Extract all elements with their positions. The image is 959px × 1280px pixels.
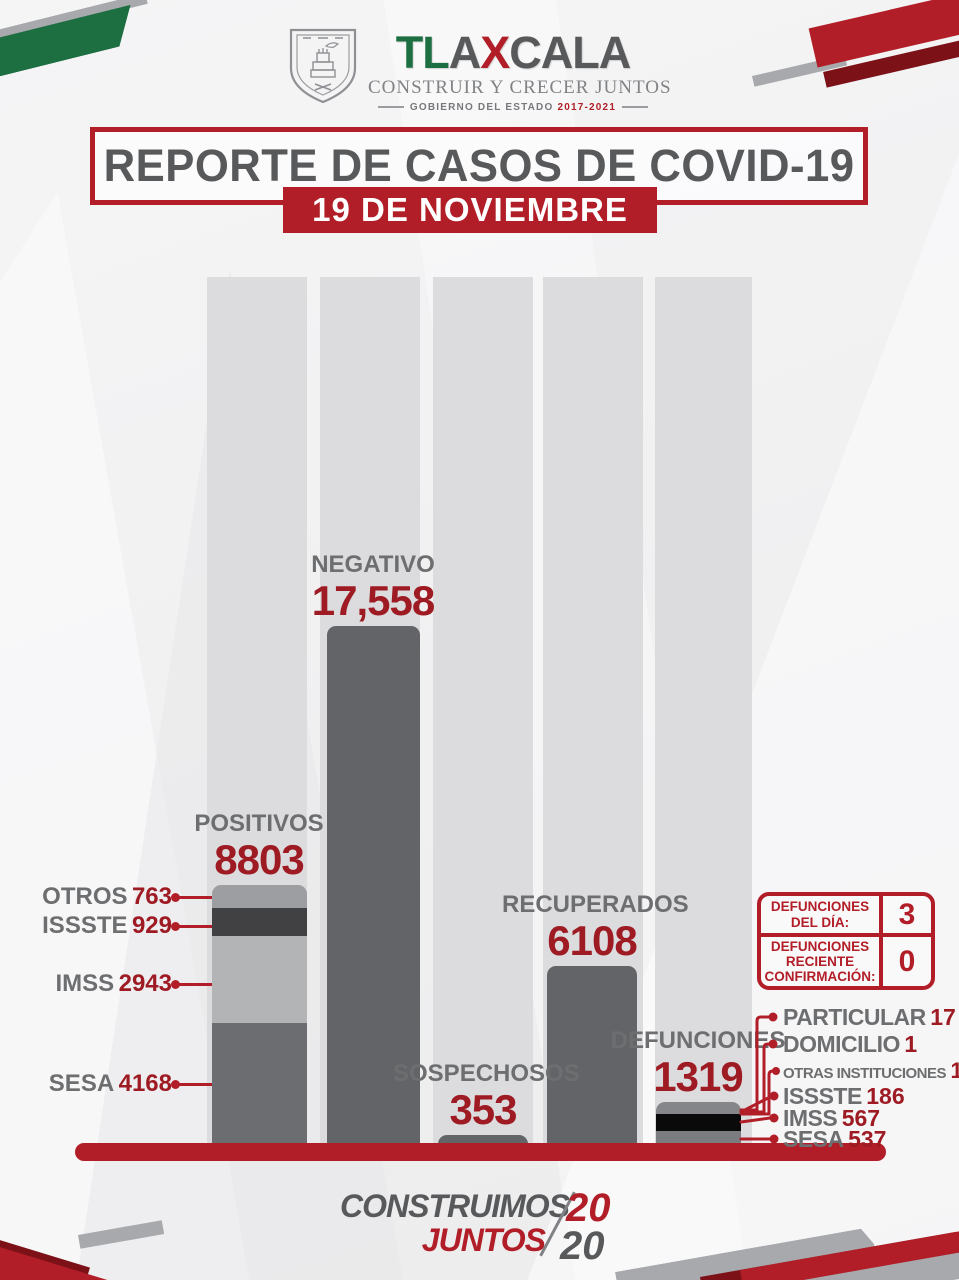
footer-word-construimos: CONSTRUIMOS [340, 1188, 570, 1224]
label-positivos: POSITIVOS 8803 [169, 812, 349, 881]
label-defunciones: DEFUNCIONES 1319 [608, 1029, 788, 1098]
breakdown-issste: ISSSTE 929 [42, 912, 172, 939]
breakdown-otros: OTROS 763 [42, 883, 172, 910]
bar-segment-imss-defunciones [656, 1114, 741, 1131]
label-negativo: NEGATIVO 17,558 [283, 553, 463, 622]
divider-dash [377, 106, 404, 109]
breakdown-domicilio: DOMICILIO 1 [783, 1031, 918, 1057]
ribbon-bottom-left-gray [78, 1220, 165, 1249]
date-banner: 19 DE NOVIEMBRE [283, 187, 657, 233]
leader-line-imss [171, 980, 212, 989]
category-value: 17,558 [311, 577, 435, 624]
government-line: GOBIERNO DEL ESTADO 2017-2021 [368, 102, 658, 113]
footer-word-juntos: JUNTOS [421, 1222, 546, 1258]
category-value: 8803 [214, 836, 304, 883]
stats-label-reciente-confirmacion: DEFUNCIONES RECIENTE CONFIRMACIÓN: [761, 937, 883, 986]
bar-segment-otras-instituciones-group [656, 1102, 741, 1114]
bar-segment-otros [212, 885, 307, 908]
stats-value-reciente-confirmacion: 0 [898, 944, 916, 978]
category-name: DEFUNCIONES [610, 1027, 786, 1054]
brand-a: A [448, 27, 481, 78]
state-logo: TLAXCALA CONSTRUIR Y CRECER JUNTOS GOBIE… [286, 26, 672, 113]
bar-defunciones [656, 1102, 741, 1147]
bar-segment-issste [212, 908, 307, 936]
gov-prefix: GOBIERNO DEL ESTADO [409, 102, 554, 113]
bar-positivos [212, 885, 307, 1147]
footer-year-bottom: 20 [560, 1224, 605, 1268]
footer-year-top: 20 [566, 1186, 611, 1230]
brand-tagline: CONSTRUIR Y CRECER JUNTOS [368, 77, 672, 98]
leader-line-issste [171, 922, 212, 931]
report-title: REPORTE DE CASOS DE COVID-19 [103, 140, 855, 191]
brand-wordmark: TLAXCALA [368, 30, 658, 75]
label-recuperados: RECUPERADOS 6108 [502, 891, 689, 964]
breakdown-sesa: SESA 4168 [48, 1070, 172, 1097]
category-value: 1319 [653, 1053, 743, 1100]
footer-years: 20 20 [560, 1186, 611, 1266]
category-name: POSITIVOS [194, 810, 324, 837]
breakdown-otras-instituciones: OTRAS INSTITUCIONES 11 [783, 1058, 959, 1083]
category-value: 353 [449, 1086, 517, 1133]
divider-dash [622, 106, 649, 109]
brand-x: X [480, 27, 510, 78]
chart-track [655, 277, 752, 1147]
stats-value-defunciones-del-dia: 3 [883, 896, 931, 937]
breakdown-sesa-defunciones: SESA 537 [783, 1126, 887, 1152]
bar-segment-sesa [212, 1023, 307, 1147]
chart-baseline [75, 1143, 886, 1161]
category-value: 6108 [547, 917, 637, 964]
defunciones-stats-table: DEFUNCIONES DEL DÍA: 3 DEFUNCIONES RECIE… [757, 892, 935, 990]
coat-of-arms-icon [289, 28, 357, 104]
label-sospechosos: SOSPECHOSOS 353 [393, 1060, 580, 1133]
breakdown-imss: IMSS 2943 [55, 970, 172, 997]
leader-line-sesa [171, 1080, 212, 1089]
category-name: SOSPECHOSOS [393, 1060, 580, 1087]
chart-track [433, 277, 533, 1147]
brand-tl: TL [395, 27, 450, 78]
gov-years: 2017-2021 [557, 102, 617, 113]
breakdown-particular: PARTICULAR 17 [783, 1004, 956, 1030]
stats-label-defunciones-del-dia: DEFUNCIONES DEL DÍA: [761, 896, 883, 937]
bar-segment-imss [212, 936, 307, 1023]
category-name: RECUPERADOS [502, 891, 689, 918]
leader-line-otros [171, 893, 212, 902]
category-name: NEGATIVO [311, 551, 435, 578]
brand-cala: CALA [509, 27, 631, 78]
footer-logo: CONSTRUIMOS JUNTOS [340, 1188, 570, 1258]
